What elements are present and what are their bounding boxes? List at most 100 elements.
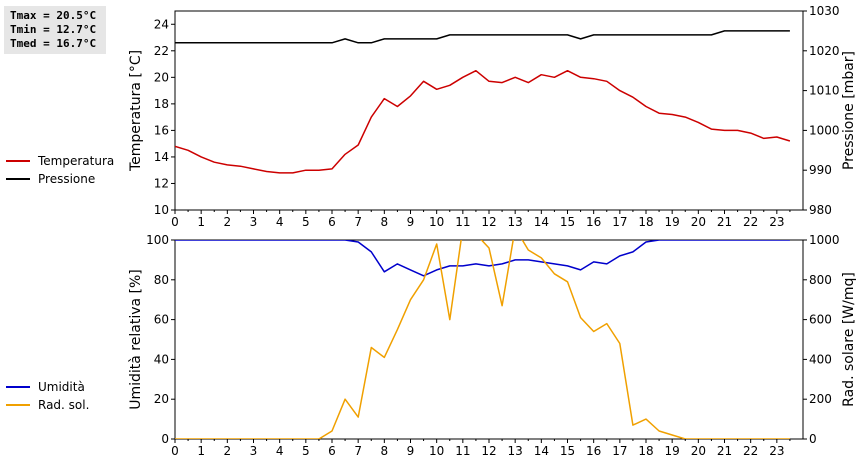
y-tick-label: 18 <box>154 97 169 111</box>
legend-label-radsol: Rad. sol. <box>38 398 90 412</box>
y-tick-label: 10 <box>154 203 169 217</box>
x-tick-label: 2 <box>224 444 232 458</box>
stat-tmax: Tmax = 20.5°C <box>10 9 97 22</box>
x-tick-label: 15 <box>560 215 575 229</box>
stats-box: Tmax = 20.5°C Tmin = 12.7°C Tmed = 16.7°… <box>4 6 106 54</box>
x-tick-label: 22 <box>743 444 758 458</box>
x-tick-label: 17 <box>612 444 627 458</box>
y-tick-label: 0 <box>161 432 169 446</box>
y-tick-label: 100 <box>146 233 169 247</box>
x-tick-label: 14 <box>534 444 549 458</box>
y2-tick-label: 0 <box>809 432 817 446</box>
chart-panel-0: 0 1 2 3 4 5 6 7 8 9 10 11 12 13 14 15 16 17 18 19 20 21 22 2310… <box>128 4 857 229</box>
x-tick-label: 8 <box>381 215 389 229</box>
y-tick-label: 80 <box>154 273 169 287</box>
legend-item: Rad. sol. <box>6 396 89 414</box>
x-tick-label: 3 <box>250 444 258 458</box>
x-tick-label: 23 <box>769 444 784 458</box>
y-tick-label: 14 <box>154 150 169 164</box>
legend-label-umidita: Umidità <box>38 380 85 394</box>
x-tick-label: 4 <box>276 215 284 229</box>
x-tick-label: 0 <box>171 215 179 229</box>
y-tick-label: 24 <box>154 17 169 31</box>
stat-tmed: Tmed = 16.7°C <box>10 37 97 50</box>
x-tick-label: 9 <box>407 444 415 458</box>
series-line-0-1 <box>175 30 790 44</box>
x-tick-label: 1 <box>197 444 205 458</box>
x-tick-label: 4 <box>276 444 284 458</box>
x-tick-label: 22 <box>743 215 758 229</box>
legend-top: Temperatura Pressione <box>6 152 114 188</box>
y-axis-label: Umidità relativa [%] <box>128 269 144 410</box>
y-tick-label: 60 <box>154 313 169 327</box>
x-tick-label: 11 <box>455 215 470 229</box>
series-line-1-1 <box>175 240 790 439</box>
x-tick-label: 8 <box>381 444 389 458</box>
x-tick-label: 18 <box>638 215 653 229</box>
x-tick-label: 21 <box>717 444 732 458</box>
x-tick-label: 1 <box>197 215 205 229</box>
y-tick-label: 20 <box>154 70 169 84</box>
x-tick-label: 6 <box>328 444 336 458</box>
x-tick-label: 14 <box>534 215 549 229</box>
y-tick-label: 20 <box>154 392 169 406</box>
x-tick-label: 7 <box>354 444 362 458</box>
x-tick-label: 12 <box>481 444 496 458</box>
x-tick-label: 3 <box>250 215 258 229</box>
x-tick-label: 10 <box>429 444 444 458</box>
x-tick-label: 19 <box>665 444 680 458</box>
y-tick-label: 12 <box>154 176 169 190</box>
y-tick-label: 40 <box>154 352 169 366</box>
y2-tick-label: 800 <box>809 273 832 287</box>
plot-frame <box>174 239 804 440</box>
plot-frame <box>174 10 804 211</box>
legend-swatch-umidita <box>6 386 30 388</box>
y2-tick-label: 1000 <box>809 123 840 137</box>
x-tick-label: 15 <box>560 444 575 458</box>
x-tick-label: 12 <box>481 215 496 229</box>
y-tick-label: 16 <box>154 123 169 137</box>
y2-tick-label: 980 <box>809 203 832 217</box>
y2-tick-label: 1000 <box>809 233 840 247</box>
legend-label-pressione: Pressione <box>38 172 96 186</box>
x-tick-label: 16 <box>586 444 601 458</box>
y2-tick-label: 1020 <box>809 44 840 58</box>
x-tick-label: 18 <box>638 444 653 458</box>
y-tick-label: 22 <box>154 44 169 58</box>
legend-item: Pressione <box>6 170 114 188</box>
x-tick-label: 2 <box>224 215 232 229</box>
y2-tick-label: 1030 <box>809 4 840 18</box>
legend-swatch-radsol <box>6 404 30 406</box>
x-tick-label: 5 <box>302 215 310 229</box>
y-axis-label: Temperatura [°C] <box>128 50 144 172</box>
legend-item: Umidità <box>6 378 89 396</box>
series-line-1-0 <box>175 240 790 277</box>
legend-swatch-temperatura <box>6 160 30 162</box>
y2-axis-label: Pressione [mbar] <box>841 51 857 170</box>
y2-axis-label: Rad. solare [W/mq] <box>841 272 857 407</box>
x-tick-label: 21 <box>717 215 732 229</box>
legend-item: Temperatura <box>6 152 114 170</box>
x-tick-label: 6 <box>328 215 336 229</box>
x-tick-label: 5 <box>302 444 310 458</box>
x-tick-label: 23 <box>769 215 784 229</box>
x-tick-label: 20 <box>691 444 706 458</box>
legend-swatch-pressione <box>6 178 30 180</box>
stat-tmin: Tmin = 12.7°C <box>10 23 97 36</box>
y2-tick-label: 200 <box>809 392 832 406</box>
series-line-0-0 <box>175 69 791 174</box>
y2-tick-label: 400 <box>809 352 832 366</box>
x-tick-label: 19 <box>665 215 680 229</box>
x-tick-label: 13 <box>508 215 523 229</box>
legend-label-temperatura: Temperatura <box>38 154 115 168</box>
x-tick-label: 9 <box>407 215 415 229</box>
x-tick-label: 11 <box>455 444 470 458</box>
x-tick-label: 0 <box>171 444 179 458</box>
x-tick-label: 20 <box>691 215 706 229</box>
x-tick-label: 16 <box>586 215 601 229</box>
chart-panel-1: 0 1 2 3 4 5 6 7 8 9 10 11 12 13 14 15 16 17 18 19 20 21 22 2302… <box>128 233 857 458</box>
x-tick-label: 13 <box>508 444 523 458</box>
x-tick-label: 10 <box>429 215 444 229</box>
y2-tick-label: 1010 <box>809 84 840 98</box>
